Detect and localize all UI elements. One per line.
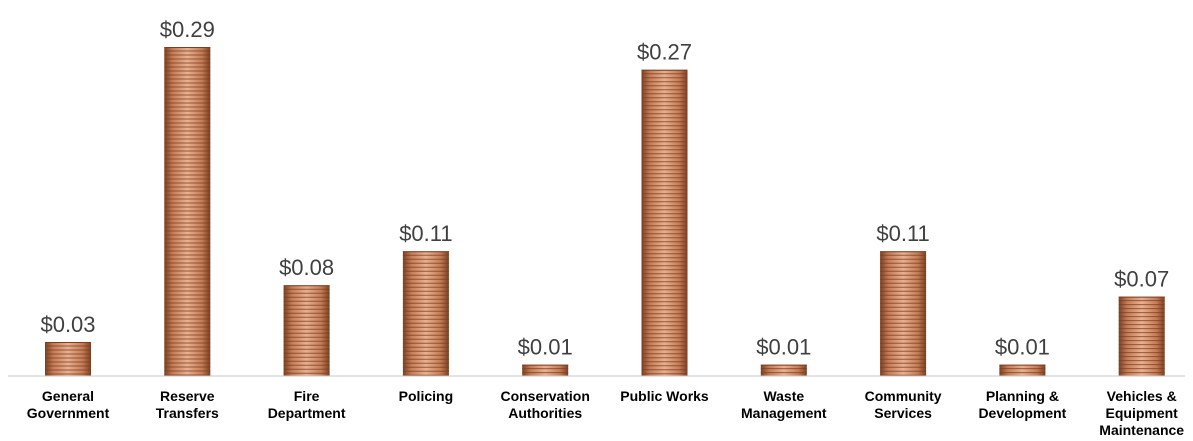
category-label-fire-department: Fire Department bbox=[268, 388, 346, 421]
bar-conservation-authorities bbox=[522, 364, 569, 376]
value-label-fire-department: $0.08 bbox=[279, 255, 334, 280]
category-label-vehicles-equipment-maintenance: Vehicles & Equipment Maintenance bbox=[1099, 388, 1184, 438]
value-label-general-government: $0.03 bbox=[40, 312, 95, 337]
category-labels-group: General Government Reserve Transfers Fire Dep… bbox=[27, 388, 1185, 438]
value-label-vehicles-equipment-maintenance: $0.07 bbox=[1114, 267, 1169, 292]
category-label-public-works: Public Works bbox=[620, 388, 709, 404]
value-label-community-services: $0.11 bbox=[876, 221, 929, 246]
category-label-waste-management: Waste Management bbox=[741, 388, 827, 421]
bar-general-government bbox=[45, 341, 91, 376]
bars-group bbox=[45, 47, 1165, 377]
value-label-waste-management: $0.01 bbox=[756, 335, 811, 360]
value-label-policing: $0.11 bbox=[399, 221, 452, 246]
category-label-planning-development: Planning & Development bbox=[978, 388, 1066, 421]
value-label-planning-development: $0.01 bbox=[995, 335, 1050, 360]
category-label-reserve-transfers: Reserve Transfers bbox=[156, 388, 219, 421]
category-label-community-services: Community Services bbox=[865, 388, 942, 421]
value-label-conservation-authorities: $0.01 bbox=[518, 335, 573, 360]
bar-planning-development bbox=[999, 364, 1046, 376]
bar-waste-management bbox=[760, 364, 807, 376]
bar-community-services bbox=[880, 251, 927, 376]
bar-vehicles-equipment-maintenance bbox=[1118, 296, 1165, 376]
bar-fire-department bbox=[283, 285, 330, 376]
category-label-conservation-authorities: Conservation Authorities bbox=[500, 388, 589, 421]
value-label-public-works: $0.27 bbox=[637, 40, 692, 65]
bar-public-works bbox=[641, 69, 688, 377]
category-label-policing: Policing bbox=[399, 388, 453, 404]
category-label-general-government: General Government bbox=[27, 388, 110, 421]
value-label-reserve-transfers: $0.29 bbox=[160, 17, 215, 42]
bar-policing bbox=[402, 251, 449, 376]
value-labels-group: $0.03 $0.29 $0.08 $0.11 $0.01 $0.27 $0.01 $0.11… bbox=[40, 17, 1169, 360]
bar-reserve-transfers bbox=[164, 47, 211, 376]
